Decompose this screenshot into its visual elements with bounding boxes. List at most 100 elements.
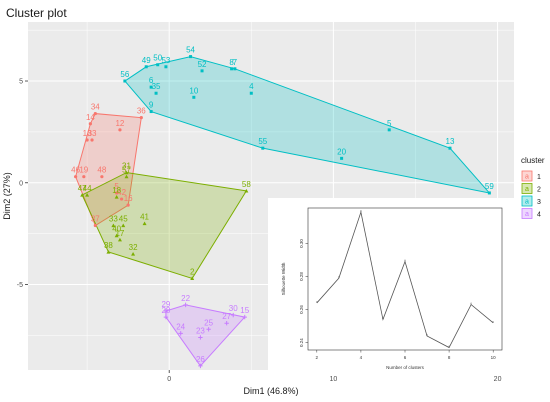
point-label: 23 [196,326,205,335]
legend-key-glyph: a [525,199,529,206]
point-marker [164,65,168,69]
inset-x-tick-label: 10 [491,355,497,360]
point-label: 33 [109,215,118,224]
point-label: 28 [161,306,170,315]
point-label: 32 [129,243,138,252]
point-label: 57 [122,166,131,175]
silhouette-point: ° [338,276,340,282]
silhouette-point: ° [316,301,318,307]
point-label: 27 [222,312,231,321]
silhouette-point: ° [404,260,406,266]
point-marker [198,335,203,340]
point-marker [487,191,491,195]
point-marker [88,122,92,126]
inset-y-tick-label: 0.30 [299,239,304,248]
point-marker [230,67,234,71]
x-tick-label: 0 [167,376,171,383]
point-label: 12 [115,119,124,128]
legend-key-glyph: a [525,174,529,181]
point-marker [126,203,130,207]
point-label: 2 [190,267,195,276]
point-label: 15 [240,306,249,315]
point-marker [124,170,129,175]
legend-key-3 [521,195,533,207]
point-label: 9 [149,101,154,110]
point-label: 4 [249,82,254,91]
point-label: 6 [149,76,154,85]
point-marker [121,223,126,228]
inset-x-tick-label: 4 [360,355,363,360]
inset-x-tick-label: 8 [448,355,451,360]
point-marker [231,312,236,318]
point-label: 19 [79,166,88,175]
point-marker [93,223,97,228]
point-label: 34 [91,103,100,112]
x-tick-label: 20 [494,376,502,383]
point-label: 54 [186,46,195,55]
point-label: 40 [112,225,121,234]
point-marker [233,67,237,71]
point-label: 13 [83,129,92,138]
point-label: 17 [115,229,124,238]
point-marker [163,314,169,320]
point-label: 48 [97,166,106,175]
y-tick-label: 0 [19,180,23,187]
point-label: 49 [142,56,151,65]
inset-x-tick-label: 6 [404,355,407,360]
point-label: 50 [153,54,162,63]
point-marker [242,314,247,320]
legend-key-4 [521,208,533,219]
point-marker [117,237,122,242]
x-axis-label: Dim1 (46.8%) [243,386,298,396]
point-marker [74,175,78,179]
point-marker [85,138,89,142]
chart-title: Cluster plot [6,6,67,20]
y-tick-label: 5 [19,79,23,86]
point-marker [149,85,153,89]
point-marker [139,116,143,120]
point-label: 52 [198,60,207,69]
point-marker [387,128,391,132]
point-label: 22 [181,294,190,303]
inset-y-tick-label: 0.24 [299,338,304,347]
point-label: 41 [140,212,149,221]
point-marker [124,174,129,179]
inset-x-tick-label: 2 [316,355,319,360]
point-label: 47 [78,184,87,193]
point-label: 16 [124,194,133,203]
silhouette-inset-chart: ° ° ° ° ° ° ° ° ° 2 4 6 8 10 0.24 0.26 0.28 0.30 Number of… [268,198,514,374]
point-marker [114,195,119,199]
point-marker [82,175,86,179]
cluster-legend: cluster a 1 a 2 a 3 a 4 [521,156,545,219]
point-label: 55 [258,137,267,146]
point-label: 26 [196,355,205,364]
point-marker [123,79,127,83]
point-marker [100,175,104,179]
point-marker [90,138,94,142]
point-label: 10 [189,86,198,95]
point-label: 7 [233,58,238,67]
point-label: 53 [161,56,170,65]
point-label: 31 [122,162,131,171]
point-label: 5 [114,182,119,191]
point-marker [198,363,203,369]
inset-x-axis-label: Number of clusters [386,365,425,370]
point-label: 29 [161,300,170,309]
point-marker [189,55,193,59]
point-label: 42 [117,188,126,197]
point-marker [131,252,136,256]
point-marker [85,192,90,197]
point-label: 5 [387,119,392,128]
x-tick-label: 10 [329,376,337,383]
point-label: 33 [88,129,97,138]
legend-label: 2 [537,187,541,194]
point-marker [178,331,183,336]
point-marker [144,65,148,69]
legend-label: 1 [537,174,541,181]
inset-y-tick-label: 0.26 [299,305,304,314]
silhouette-point: ° [382,317,384,323]
point-marker [118,128,122,132]
point-label: 30 [229,304,238,313]
